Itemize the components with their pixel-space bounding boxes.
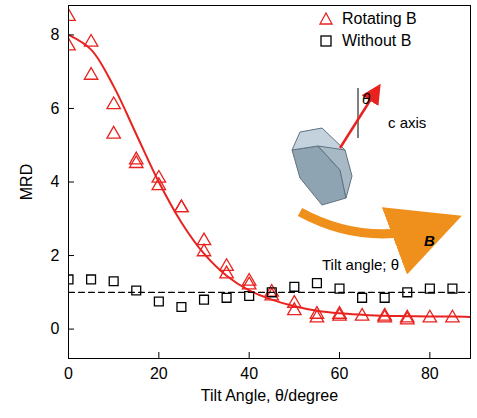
svg-text:8: 8 <box>51 26 60 43</box>
svg-text:2: 2 <box>51 247 60 264</box>
svg-text:MRD: MRD <box>18 164 35 200</box>
svg-text:0: 0 <box>51 320 60 337</box>
svg-text:20: 20 <box>150 365 168 382</box>
svg-text:80: 80 <box>421 365 439 382</box>
svg-text:40: 40 <box>240 365 258 382</box>
svg-text:Tilt Angle, θ/degree: Tilt Angle, θ/degree <box>201 387 338 404</box>
svg-text:4: 4 <box>51 173 60 190</box>
html-text:Rotating B: Rotating B <box>342 10 417 27</box>
svg-text:c axis: c axis <box>388 114 426 131</box>
svg-text:θ: θ <box>362 90 370 107</box>
svg-text:60: 60 <box>331 365 349 382</box>
svg-text:0: 0 <box>64 365 73 382</box>
svg-text:6: 6 <box>51 100 60 117</box>
svg-text:Tilt angle; θ: Tilt angle; θ <box>322 256 399 273</box>
html-text:Without B: Without B <box>342 32 412 49</box>
svg-text:B: B <box>424 232 435 249</box>
